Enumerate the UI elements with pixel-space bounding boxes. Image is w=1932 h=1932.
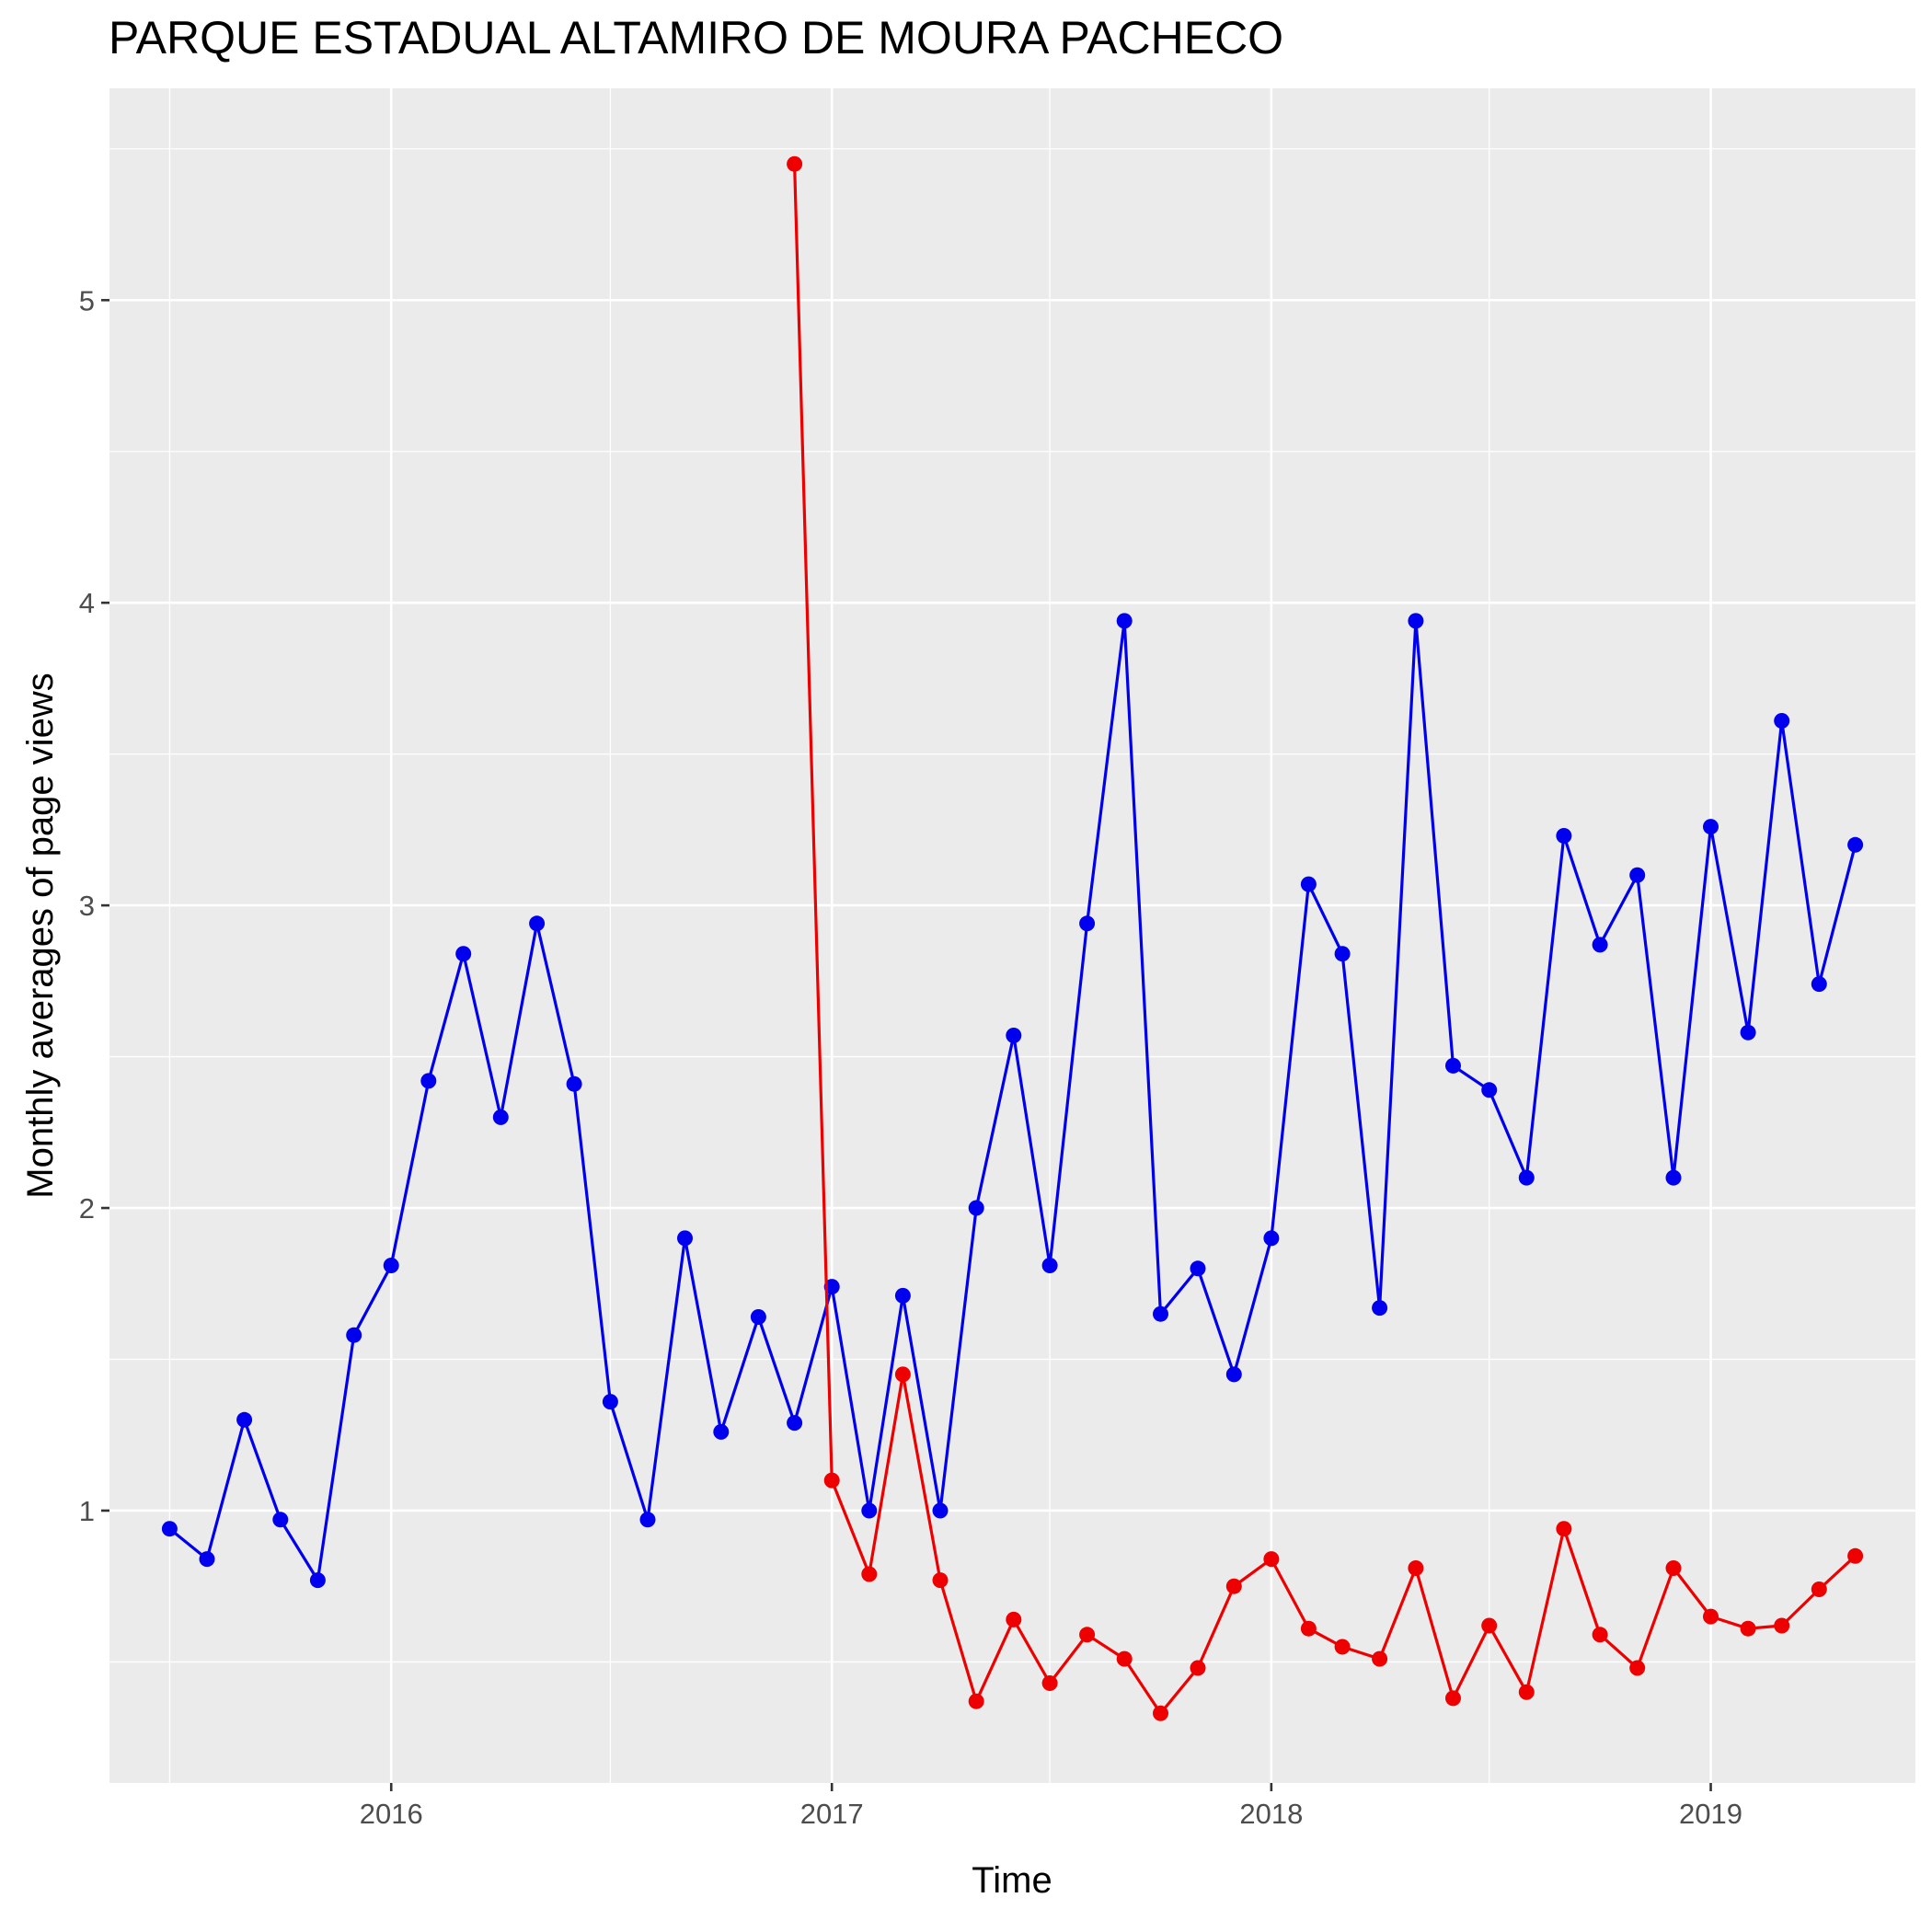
data-point	[1079, 1627, 1096, 1643]
data-point	[861, 1566, 878, 1582]
data-point	[677, 1230, 693, 1247]
data-point	[1811, 976, 1827, 993]
data-point	[236, 1411, 253, 1428]
data-point	[1518, 1684, 1535, 1700]
y-tick-label: 3	[79, 890, 95, 922]
data-point	[1665, 1560, 1682, 1576]
data-point	[1408, 1560, 1424, 1576]
data-point	[823, 1472, 840, 1489]
data-point	[199, 1551, 215, 1568]
data-point	[1665, 1169, 1682, 1186]
data-point	[346, 1327, 362, 1343]
data-point	[1263, 1230, 1280, 1247]
data-point	[1079, 915, 1096, 932]
tick-labels: 1 2 3 4 5 2016 2017 2018 2019	[79, 284, 1742, 1830]
data-point	[1225, 1366, 1242, 1383]
data-point	[383, 1258, 399, 1273]
grid-major	[109, 88, 1915, 1783]
data-point	[1334, 1639, 1351, 1655]
data-point	[1006, 1611, 1022, 1627]
data-point	[1263, 1551, 1280, 1568]
data-point	[1774, 713, 1790, 729]
data-point	[787, 155, 803, 172]
y-tick-label: 4	[79, 587, 95, 619]
x-axis-title: Time	[972, 1860, 1052, 1901]
data-point	[1740, 1024, 1756, 1041]
data-point	[1300, 876, 1317, 892]
data-point	[1703, 819, 1719, 835]
data-point	[602, 1394, 618, 1410]
data-point	[1006, 1028, 1022, 1043]
data-point	[1190, 1260, 1206, 1277]
data-point	[894, 1366, 911, 1383]
data-point	[1445, 1057, 1461, 1074]
data-point	[492, 1109, 509, 1125]
data-point	[750, 1309, 766, 1325]
data-point	[1190, 1660, 1206, 1676]
data-point	[1481, 1082, 1498, 1098]
data-point	[1041, 1258, 1058, 1273]
data-point	[932, 1502, 949, 1519]
data-point	[272, 1512, 289, 1528]
data-point	[1116, 613, 1133, 629]
data-point	[1334, 946, 1351, 962]
data-point	[1629, 1660, 1646, 1676]
data-point	[1153, 1705, 1168, 1721]
x-tick-label: 2019	[1679, 1798, 1742, 1830]
data-point	[1592, 1627, 1608, 1643]
data-point	[1116, 1650, 1133, 1667]
data-point	[894, 1287, 911, 1304]
data-point	[1629, 867, 1646, 883]
x-tick-label: 2017	[800, 1798, 864, 1830]
data-point	[968, 1693, 984, 1709]
data-point	[1518, 1169, 1535, 1186]
data-point	[823, 1279, 840, 1295]
y-tick-label: 1	[79, 1495, 95, 1527]
data-point	[1300, 1620, 1317, 1637]
data-point	[1774, 1617, 1790, 1634]
data-point	[1556, 1521, 1572, 1537]
data-point	[1592, 937, 1608, 953]
x-tick-label: 2018	[1239, 1798, 1303, 1830]
data-point	[455, 946, 472, 962]
data-point	[1225, 1578, 1242, 1594]
grid-minor	[109, 88, 1915, 1783]
data-point	[861, 1502, 878, 1519]
y-tick-label: 2	[79, 1192, 95, 1225]
plot-panel	[109, 88, 1915, 1783]
data-point	[566, 1075, 582, 1092]
data-point	[1740, 1620, 1756, 1637]
data-point	[787, 1415, 803, 1432]
data-point	[932, 1572, 949, 1589]
data-point	[1847, 1547, 1864, 1564]
data-point	[420, 1073, 437, 1089]
data-point	[161, 1521, 178, 1537]
series-line-1	[793, 164, 1857, 1715]
data-point	[309, 1572, 326, 1589]
y-tick-label: 5	[79, 284, 95, 316]
data-point	[1041, 1675, 1058, 1691]
data-point	[1153, 1305, 1168, 1322]
data-point	[1445, 1690, 1461, 1707]
data-point	[529, 915, 546, 932]
data-point	[713, 1423, 730, 1440]
data-point	[1372, 1650, 1388, 1667]
data-point	[1811, 1581, 1827, 1597]
series-layer	[161, 155, 1864, 1721]
x-tick-label: 2016	[360, 1798, 423, 1830]
data-point	[1481, 1617, 1498, 1634]
axis-ticks	[101, 298, 1712, 1791]
data-point	[1703, 1608, 1719, 1625]
data-point	[1372, 1300, 1388, 1317]
data-point	[1847, 836, 1864, 853]
y-axis-title: Monthly averages of page views	[20, 673, 61, 1198]
data-point	[1408, 613, 1424, 629]
data-point	[639, 1512, 656, 1528]
chart-title: PARQUE ESTADUAL ALTAMIRO DE MOURA PACHEC…	[109, 12, 1283, 63]
data-point	[968, 1200, 984, 1216]
data-point	[1556, 828, 1572, 844]
